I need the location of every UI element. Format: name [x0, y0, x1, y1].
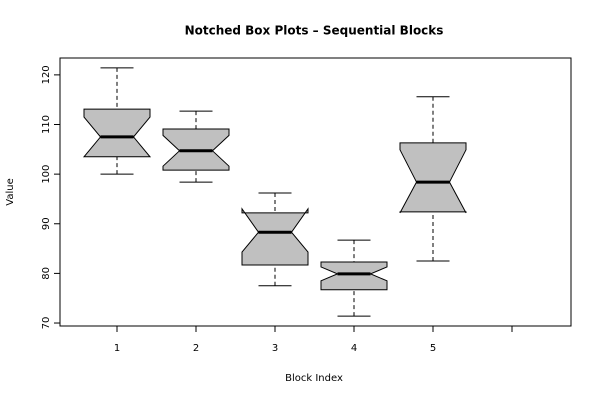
y-tick-label: 110 — [41, 115, 52, 134]
y-axis-label: Value — [5, 178, 16, 205]
y-tick-label: 120 — [41, 65, 52, 84]
chart-title: Notched Box Plots – Sequential Blocks — [185, 24, 444, 38]
x-tick-label: 1 — [114, 343, 120, 354]
y-tick-label: 100 — [41, 165, 52, 184]
y-tick-label: 80 — [41, 267, 52, 280]
notched-box — [241, 207, 309, 266]
x-tick-label: 5 — [430, 343, 436, 354]
plot-frame — [59, 57, 572, 327]
notched-box — [82, 108, 152, 158]
x-tick-label: 2 — [193, 343, 199, 354]
y-tick-label: 90 — [41, 217, 52, 230]
notched-box — [320, 261, 388, 291]
x-axis-label: Block Index — [285, 373, 343, 384]
notched-box — [399, 142, 467, 214]
x-tick-label: 3 — [272, 343, 278, 354]
y-tick-label: 70 — [41, 317, 52, 330]
x-tick-label: 4 — [351, 343, 357, 354]
